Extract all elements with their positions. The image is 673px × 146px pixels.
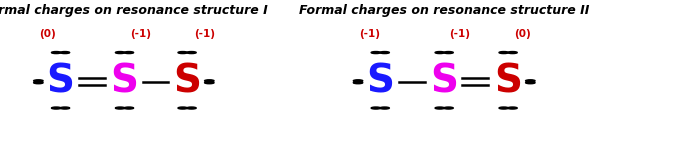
Circle shape [380,107,389,109]
Circle shape [499,107,509,109]
Circle shape [353,82,363,84]
Text: S: S [430,63,458,101]
Circle shape [51,52,61,54]
Circle shape [526,80,535,82]
Text: (0): (0) [514,29,531,39]
Circle shape [61,107,70,109]
Circle shape [34,80,43,82]
Circle shape [435,52,445,54]
Text: S: S [366,63,394,101]
Text: (-1): (-1) [131,29,151,39]
Circle shape [507,52,517,54]
Text: S: S [46,63,75,101]
Circle shape [435,107,445,109]
Circle shape [116,107,125,109]
Circle shape [187,107,197,109]
Circle shape [526,82,535,84]
Circle shape [124,107,133,109]
Circle shape [353,80,363,82]
Circle shape [178,52,187,54]
Text: Formal charges on resonance structure II: Formal charges on resonance structure II [299,4,590,17]
Text: (-1): (-1) [359,29,380,39]
Text: S: S [110,63,139,101]
Circle shape [499,52,509,54]
Text: (-1): (-1) [450,29,470,39]
Circle shape [187,52,197,54]
Circle shape [124,52,133,54]
Circle shape [444,107,453,109]
Circle shape [371,107,381,109]
Circle shape [507,107,517,109]
Circle shape [61,52,70,54]
Circle shape [178,107,187,109]
Text: Formal charges on resonance structure I: Formal charges on resonance structure I [0,4,267,17]
Text: S: S [173,63,201,101]
Circle shape [51,107,61,109]
Text: (0): (0) [39,29,56,39]
Circle shape [380,52,389,54]
Circle shape [34,82,43,84]
Circle shape [205,82,214,84]
Text: S: S [494,63,522,101]
Text: (-1): (-1) [194,29,215,39]
Circle shape [116,52,125,54]
Circle shape [205,80,214,82]
Circle shape [444,52,453,54]
Circle shape [371,52,381,54]
